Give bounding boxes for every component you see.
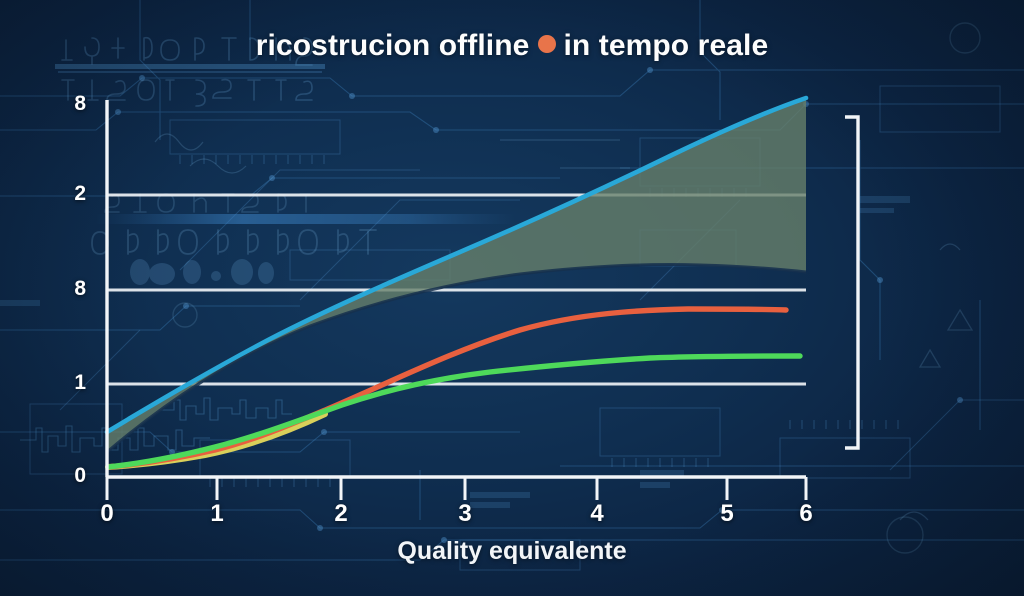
y-tick-label-1: 1 — [74, 371, 86, 394]
y-tick-label-0: 0 — [74, 464, 86, 487]
x-tick-label-5: 5 — [720, 500, 734, 527]
series-line-realtime-green — [105, 353, 803, 470]
chart-title: ricostrucion offline in tempo reale — [0, 28, 1024, 63]
x-tick-marks — [105, 477, 808, 500]
series-line-offline-red-main — [105, 306, 789, 470]
x-tick-label-3: 3 — [458, 500, 472, 527]
axes — [105, 100, 806, 479]
x-tick-label-4: 4 — [590, 500, 604, 527]
x-tick-label-2: 2 — [334, 500, 348, 527]
confidence-band-fill — [107, 98, 806, 452]
orange-dot-icon — [538, 35, 557, 54]
x-tick-label-0: 0 — [100, 500, 114, 527]
y-tick-label-4: 8 — [74, 92, 86, 115]
chart-title-before: ricostrucion offline — [255, 29, 530, 63]
y-tick-label-2: 8 — [74, 277, 86, 300]
series-line-upper-cyan — [104, 95, 809, 435]
x-axis-label: Quality equivalente — [397, 537, 627, 565]
right-bracket-annotation — [845, 115, 860, 450]
x-tick-label-6: 6 — [799, 500, 813, 527]
chart-title-after: in tempo reale — [563, 29, 769, 63]
y-tick-label-3: 2 — [74, 182, 86, 205]
series-line-lower-bound — [106, 263, 807, 454]
x-tick-label-1: 1 — [210, 500, 224, 527]
